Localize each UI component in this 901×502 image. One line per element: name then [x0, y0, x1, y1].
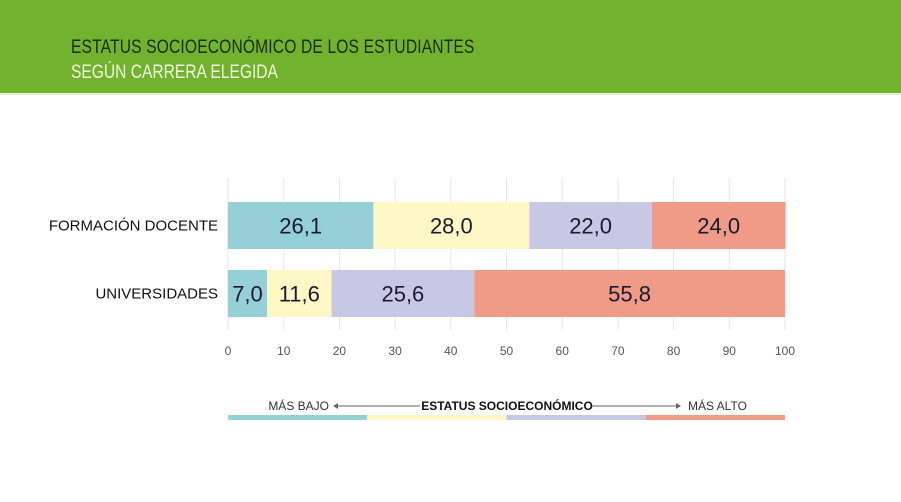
legend-low-label: MÁS BAJO [268, 398, 329, 413]
header-divider [0, 93, 901, 95]
bar-segment [474, 270, 785, 317]
x-tick-label: 10 [277, 344, 291, 358]
legend-high-label: MÁS ALTO [688, 398, 747, 413]
x-tick-label: 100 [775, 344, 795, 358]
data-label: 7,0 [232, 282, 263, 307]
data-label: 11,6 [279, 282, 320, 307]
x-tick-label: 30 [388, 344, 402, 358]
category-label: UNIVERSIDADES [95, 286, 218, 303]
data-label: 28,0 [430, 214, 473, 239]
bars: 26,1 28,0 22,0 24,0 7,0 11,6 25,6 55,8 [228, 202, 786, 317]
x-tick-label: 0 [225, 344, 232, 358]
x-tick-label: 20 [333, 344, 347, 358]
x-tick-label: 50 [500, 344, 514, 358]
x-tick-label: 90 [723, 344, 737, 358]
legend-title: ESTATUS SOCIOECONÓMICO [421, 398, 593, 413]
x-tick-label: 80 [667, 344, 681, 358]
data-label: 25,6 [381, 282, 424, 307]
legend-color-band [645, 415, 785, 420]
x-tick-label: 40 [444, 344, 458, 358]
legend-color-band [506, 415, 646, 420]
header-banner [0, 0, 901, 93]
x-axis-ticks: 0 10 20 30 40 50 60 70 80 90 100 [225, 344, 796, 358]
bar-segment [373, 202, 530, 249]
bar-segment [266, 270, 332, 317]
data-label: 55,8 [608, 282, 651, 307]
arrow-right-icon [676, 403, 681, 409]
category-label: FORMACIÓN DOCENTE [49, 218, 218, 235]
data-label: 22,0 [569, 214, 612, 239]
chart-title: ESTATUS SOCIOECONÓMICO DE LOS ESTUDIANTE… [71, 37, 475, 58]
legend-color-band [228, 415, 368, 420]
category-labels: FORMACIÓN DOCENTE UNIVERSIDADES [49, 218, 218, 303]
legend: MÁS BAJO ESTATUS SOCIOECONÓMICO MÁS ALTO [228, 398, 785, 420]
x-tick-label: 60 [556, 344, 570, 358]
bar-segment [651, 202, 786, 249]
arrow-left-icon [333, 403, 338, 409]
data-label: 24,0 [697, 214, 740, 239]
bar-segment [529, 202, 652, 249]
bar-segment [331, 270, 475, 317]
bar-segment [228, 270, 267, 317]
bar-segment [228, 202, 374, 249]
chart-subtitle: SEGÚN CARRERA ELEGIDA [71, 62, 278, 83]
x-tick-label: 70 [611, 344, 625, 358]
data-label: 26,1 [279, 214, 322, 239]
legend-color-band [367, 415, 507, 420]
